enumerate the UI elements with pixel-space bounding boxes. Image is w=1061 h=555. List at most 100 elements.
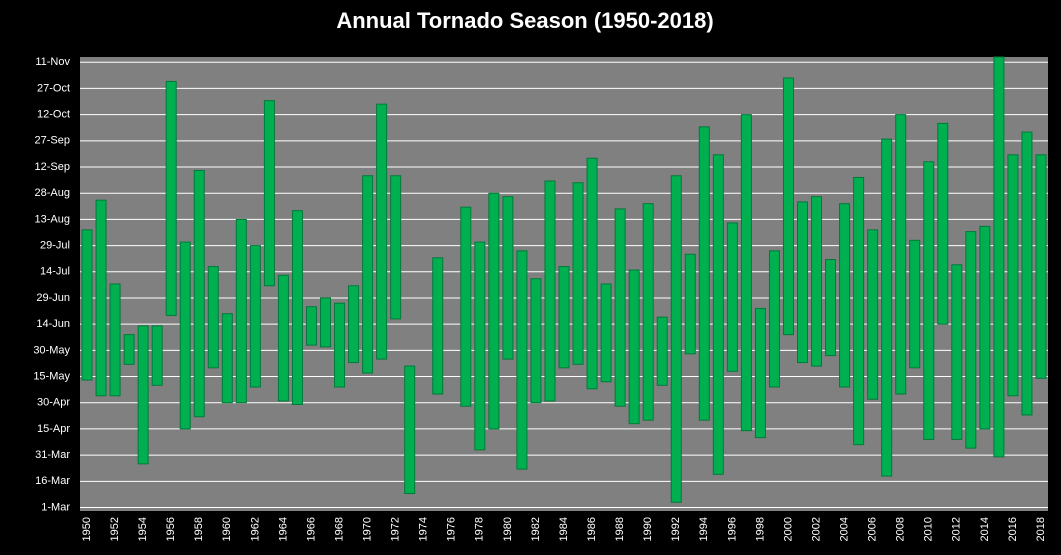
bar — [207, 266, 219, 369]
bar — [614, 208, 626, 407]
bar — [642, 203, 654, 421]
bar — [432, 257, 444, 395]
bar — [109, 283, 121, 397]
bar — [235, 218, 247, 404]
bar — [193, 170, 205, 418]
x-tick-label: 1976 — [446, 517, 458, 541]
bar — [474, 241, 486, 451]
bar — [740, 114, 752, 432]
x-tick-label: 1972 — [390, 517, 402, 541]
x-tick-label: 1962 — [249, 517, 261, 541]
bar — [839, 203, 851, 388]
y-tick-label: 28-Aug — [35, 187, 70, 199]
bar — [179, 241, 191, 430]
y-tick-label: 30-May — [33, 344, 70, 356]
x-tick-label: 1988 — [614, 517, 626, 541]
y-tick-label: 30-Apr — [37, 397, 70, 409]
x-tick-label: 1986 — [586, 517, 598, 541]
x-tick-label: 1964 — [277, 517, 289, 541]
x-tick-label: 1984 — [558, 517, 570, 541]
y-tick-label: 1-Mar — [41, 501, 70, 513]
bar — [726, 222, 738, 372]
y-tick-label: 27-Sep — [35, 135, 70, 147]
x-tick-label: 1978 — [474, 517, 486, 541]
bar — [123, 334, 135, 365]
x-tick-label: 2004 — [838, 517, 850, 541]
x-tick-label: 2008 — [895, 517, 907, 541]
bar — [951, 264, 963, 440]
bar — [600, 283, 612, 383]
bar — [320, 297, 332, 348]
y-tick-label: 14-Jun — [36, 318, 70, 330]
y-tick-label: 16-Mar — [35, 475, 70, 487]
bar — [825, 259, 837, 357]
bar — [782, 77, 794, 336]
y-tick-label: 11-Nov — [35, 56, 70, 68]
bar — [362, 175, 374, 374]
x-tick-label: 1980 — [502, 517, 514, 541]
x-tick-label: 1960 — [221, 517, 233, 541]
bar — [656, 316, 668, 386]
bar — [390, 175, 402, 320]
y-tick-label: 27-Oct — [37, 82, 70, 94]
bar — [137, 325, 149, 465]
x-tick-label: 2012 — [951, 517, 963, 541]
bar — [95, 199, 107, 397]
bar — [81, 229, 93, 381]
y-tick-label: 31-Mar — [35, 449, 70, 461]
bar — [965, 231, 977, 449]
x-tick-label: 2006 — [867, 517, 879, 541]
bar — [586, 157, 598, 390]
bar — [670, 175, 682, 503]
bar — [376, 103, 388, 360]
x-tick-label: 2000 — [782, 517, 794, 541]
bar — [712, 154, 724, 475]
x-tick-label: 1994 — [698, 517, 710, 541]
x-tick-label: 1992 — [670, 517, 682, 541]
x-tick-label: 1990 — [642, 517, 654, 541]
bar — [334, 302, 346, 388]
bar — [684, 253, 696, 355]
x-tick-label: 2014 — [979, 517, 991, 541]
bar — [895, 114, 907, 395]
x-tick-label: 1954 — [137, 517, 149, 541]
bar — [572, 182, 584, 365]
x-tick-label: 1970 — [362, 517, 374, 541]
bar — [460, 206, 472, 407]
bar — [1021, 131, 1033, 416]
x-tick-label: 1974 — [418, 517, 430, 541]
x-tick-label: 1998 — [754, 517, 766, 541]
y-tick-label: 29-Jun — [36, 292, 70, 304]
y-tick-label: 29-Jul — [40, 239, 70, 251]
bar — [558, 266, 570, 369]
bar — [404, 365, 416, 495]
x-tick-label: 2002 — [810, 517, 822, 541]
bar — [1035, 154, 1047, 379]
x-tick-label: 2016 — [1007, 517, 1019, 541]
x-tick-label: 1968 — [333, 517, 345, 541]
bar — [291, 210, 303, 405]
bar — [530, 278, 542, 404]
bar — [165, 80, 177, 316]
bar — [305, 306, 317, 346]
bar — [698, 126, 710, 421]
bar — [348, 285, 360, 364]
bar — [544, 180, 556, 402]
bar — [221, 313, 233, 404]
bar — [249, 245, 261, 388]
y-tick-label: 14-Jul — [40, 266, 70, 278]
x-tick-label: 1966 — [305, 517, 317, 541]
x-tick-label: 1982 — [530, 517, 542, 541]
bar — [853, 176, 865, 446]
y-tick-label: 15-Apr — [37, 423, 70, 435]
bar — [628, 269, 640, 425]
x-tick-label: 1958 — [193, 517, 205, 541]
bar — [909, 239, 921, 369]
bar — [811, 196, 823, 367]
x-tick-label: 1956 — [165, 517, 177, 541]
bar — [979, 225, 991, 430]
bar — [754, 307, 766, 439]
bar — [993, 56, 1005, 458]
chart-title: Annual Tornado Season (1950-2018) — [336, 8, 713, 33]
